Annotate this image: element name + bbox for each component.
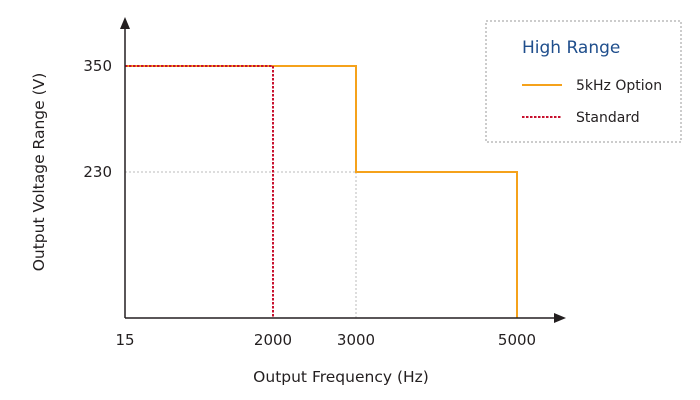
axes: [120, 17, 566, 323]
series-line-standard: [125, 65, 274, 318]
x-tick-label: 5000: [498, 331, 536, 349]
y-tick-label: 230: [83, 163, 112, 181]
x-axis-label: Output Frequency (Hz): [253, 368, 429, 386]
x-tick-label: 3000: [337, 331, 375, 349]
legend-box: [485, 20, 682, 143]
x-tick-label: 15: [115, 331, 134, 349]
series-line-5khz-option: [125, 65, 518, 318]
y-axis-label: Output Voltage Range (V): [30, 73, 48, 272]
legend-title: High Range: [522, 38, 620, 58]
x-tick-label: 2000: [254, 331, 292, 349]
legend-entry-standard: Standard: [576, 110, 640, 126]
y-tick-labels: 230 350: [83, 57, 112, 181]
gridlines: [125, 171, 357, 318]
x-tick-labels: 15 2000 3000 5000: [115, 331, 536, 349]
series-group: [125, 65, 518, 318]
legend: High Range 5kHz Option Standard: [485, 20, 682, 143]
y-axis-arrow-icon: [120, 17, 130, 29]
y-tick-label: 350: [83, 57, 112, 75]
legend-entry-5khz: 5kHz Option: [576, 78, 662, 94]
x-axis-arrow-icon: [554, 313, 566, 323]
